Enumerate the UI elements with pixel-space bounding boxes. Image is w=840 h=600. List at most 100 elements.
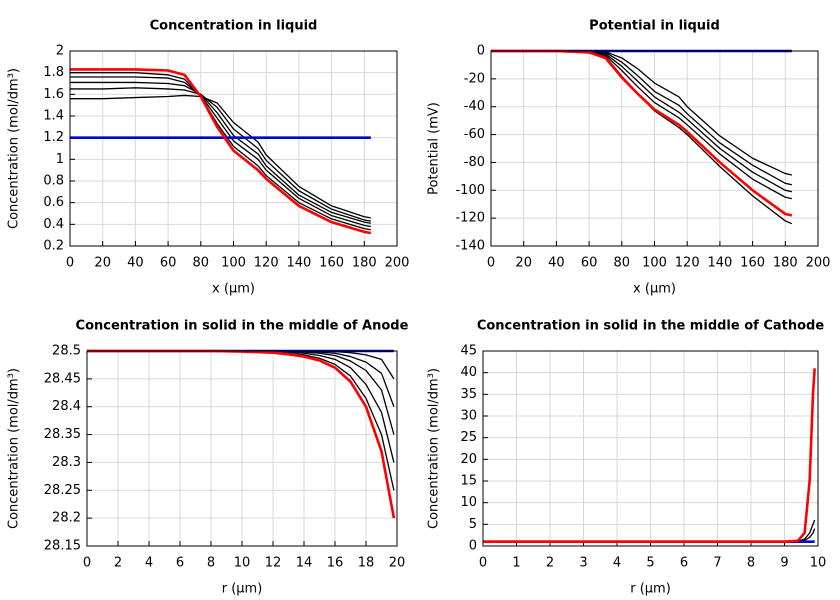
- x-tick-label: 4: [145, 556, 153, 571]
- x-tick-label: 0: [66, 256, 74, 271]
- y-tick-label: 1.8: [43, 65, 64, 80]
- x-tick-label: 0: [487, 256, 495, 271]
- x-tick-label: 14: [296, 556, 313, 571]
- x-tick-label: 2: [114, 556, 122, 571]
- y-tick-label: 0.2: [43, 239, 64, 254]
- x-tick-label: 10: [234, 556, 251, 571]
- x-tick-label: 40: [548, 256, 565, 271]
- x-tick-label: 100: [221, 256, 246, 271]
- y-tick-label: 40: [460, 365, 477, 380]
- y-tick-label: 28.4: [52, 399, 81, 414]
- y-tick-label: 10: [460, 495, 477, 510]
- y-tick-label: -100: [455, 183, 485, 198]
- y-tick-label: -140: [455, 239, 485, 254]
- y-tick-label: 0.6: [43, 195, 64, 210]
- y-tick-label: 1: [56, 152, 64, 167]
- x-tick-label: 7: [713, 556, 721, 571]
- y-tick-label: 28.3: [52, 455, 81, 470]
- y-tick-label: 1.2: [43, 130, 64, 145]
- y-tick-label: 45: [460, 344, 477, 359]
- subplot: Concentration in liquid 0 20 40 60 80 100 120 14…: [7, 19, 410, 297]
- subplot: Potential in liquid 0 20 40 60 80 100 120 140 160…: [427, 19, 831, 297]
- y-tick-label: 0.4: [43, 217, 64, 232]
- y-axis-label: Concentration (mol/dm³): [7, 68, 22, 229]
- y-tick-label: 0.8: [43, 174, 64, 189]
- y-tick-label: 28.5: [52, 344, 81, 359]
- y-tick-label: -40: [464, 99, 485, 114]
- x-tick-label: 12: [265, 556, 282, 571]
- y-tick-label: 28.25: [44, 483, 81, 498]
- x-axis-label: r (µm): [222, 582, 263, 597]
- chart-title: Concentration in liquid: [150, 19, 318, 34]
- x-tick-label: 5: [646, 556, 654, 571]
- x-axis-label: r (µm): [630, 582, 671, 597]
- y-tick-label: 35: [460, 387, 477, 402]
- y-tick-label: 1.6: [43, 87, 64, 102]
- x-axis-label: x (µm): [212, 282, 255, 297]
- x-tick-label: 40: [127, 256, 144, 271]
- plot-frame: [69, 50, 398, 247]
- y-tick-label: 1.4: [43, 109, 64, 124]
- y-tick-label: 2: [56, 44, 64, 59]
- data-line: [87, 350, 395, 491]
- data-line: [87, 350, 395, 435]
- x-tick-label: 6: [176, 556, 184, 571]
- x-tick-label: 100: [642, 256, 667, 271]
- data-line: [70, 81, 371, 224]
- x-tick-label: 160: [319, 256, 344, 271]
- x-tick-label: 200: [806, 256, 831, 271]
- plot-frame: [482, 350, 819, 547]
- x-tick-label: 6: [680, 556, 688, 571]
- x-tick-label: 140: [286, 256, 311, 271]
- y-axis-label: Concentration (mol/dm³): [7, 368, 22, 529]
- x-tick-label: 3: [579, 556, 587, 571]
- x-tick-label: 20: [515, 256, 532, 271]
- chart-title: Potential in liquid: [589, 19, 720, 34]
- y-tick-label: 30: [460, 409, 477, 424]
- x-tick-label: 140: [707, 256, 732, 271]
- x-tick-label: 8: [747, 556, 755, 571]
- x-tick-label: 20: [389, 556, 406, 571]
- x-tick-label: 18: [358, 556, 375, 571]
- y-tick-label: 15: [460, 474, 477, 489]
- data-line: [483, 368, 816, 543]
- plot-frame: [490, 50, 819, 247]
- y-tick-label: 20: [460, 452, 477, 467]
- data-line: [70, 94, 371, 219]
- data-line: [70, 87, 371, 222]
- data-line: [70, 72, 371, 231]
- y-tick-label: 28.15: [44, 539, 81, 554]
- x-tick-label: 10: [810, 556, 827, 571]
- data-line: [70, 68, 372, 235]
- x-tick-label: 1: [512, 556, 520, 571]
- x-tick-label: 180: [773, 256, 798, 271]
- x-tick-label: 60: [581, 256, 598, 271]
- y-tick-label: 5: [469, 517, 477, 532]
- x-axis-label: x (µm): [633, 282, 676, 297]
- x-tick-label: 80: [193, 256, 210, 271]
- x-tick-label: 120: [254, 256, 279, 271]
- y-tick-label: 28.45: [44, 371, 81, 386]
- x-tick-label: 20: [94, 256, 111, 271]
- y-tick-label: -60: [464, 127, 485, 142]
- x-tick-label: 9: [780, 556, 788, 571]
- y-tick-label: -80: [464, 155, 485, 170]
- x-tick-label: 200: [385, 256, 410, 271]
- x-tick-label: 80: [614, 256, 631, 271]
- data-line: [491, 50, 793, 225]
- x-tick-label: 0: [479, 556, 487, 571]
- y-tick-label: 28.35: [44, 427, 81, 442]
- x-tick-label: 8: [207, 556, 215, 571]
- x-tick-label: 180: [352, 256, 377, 271]
- y-axis-label: Concentration (mol/dm³): [427, 368, 442, 529]
- subplot: Concentration in solid in the middle of …: [427, 319, 827, 597]
- y-tick-label: 25: [460, 430, 477, 445]
- x-tick-label: 2: [546, 556, 554, 571]
- plot-frame: [86, 350, 398, 547]
- data-line: [483, 519, 816, 543]
- y-tick-label: 28.2: [52, 511, 81, 526]
- chart-title: Concentration in solid in the middle of …: [477, 319, 825, 334]
- y-tick-label: -120: [455, 211, 485, 226]
- y-tick-label: 0: [477, 44, 485, 59]
